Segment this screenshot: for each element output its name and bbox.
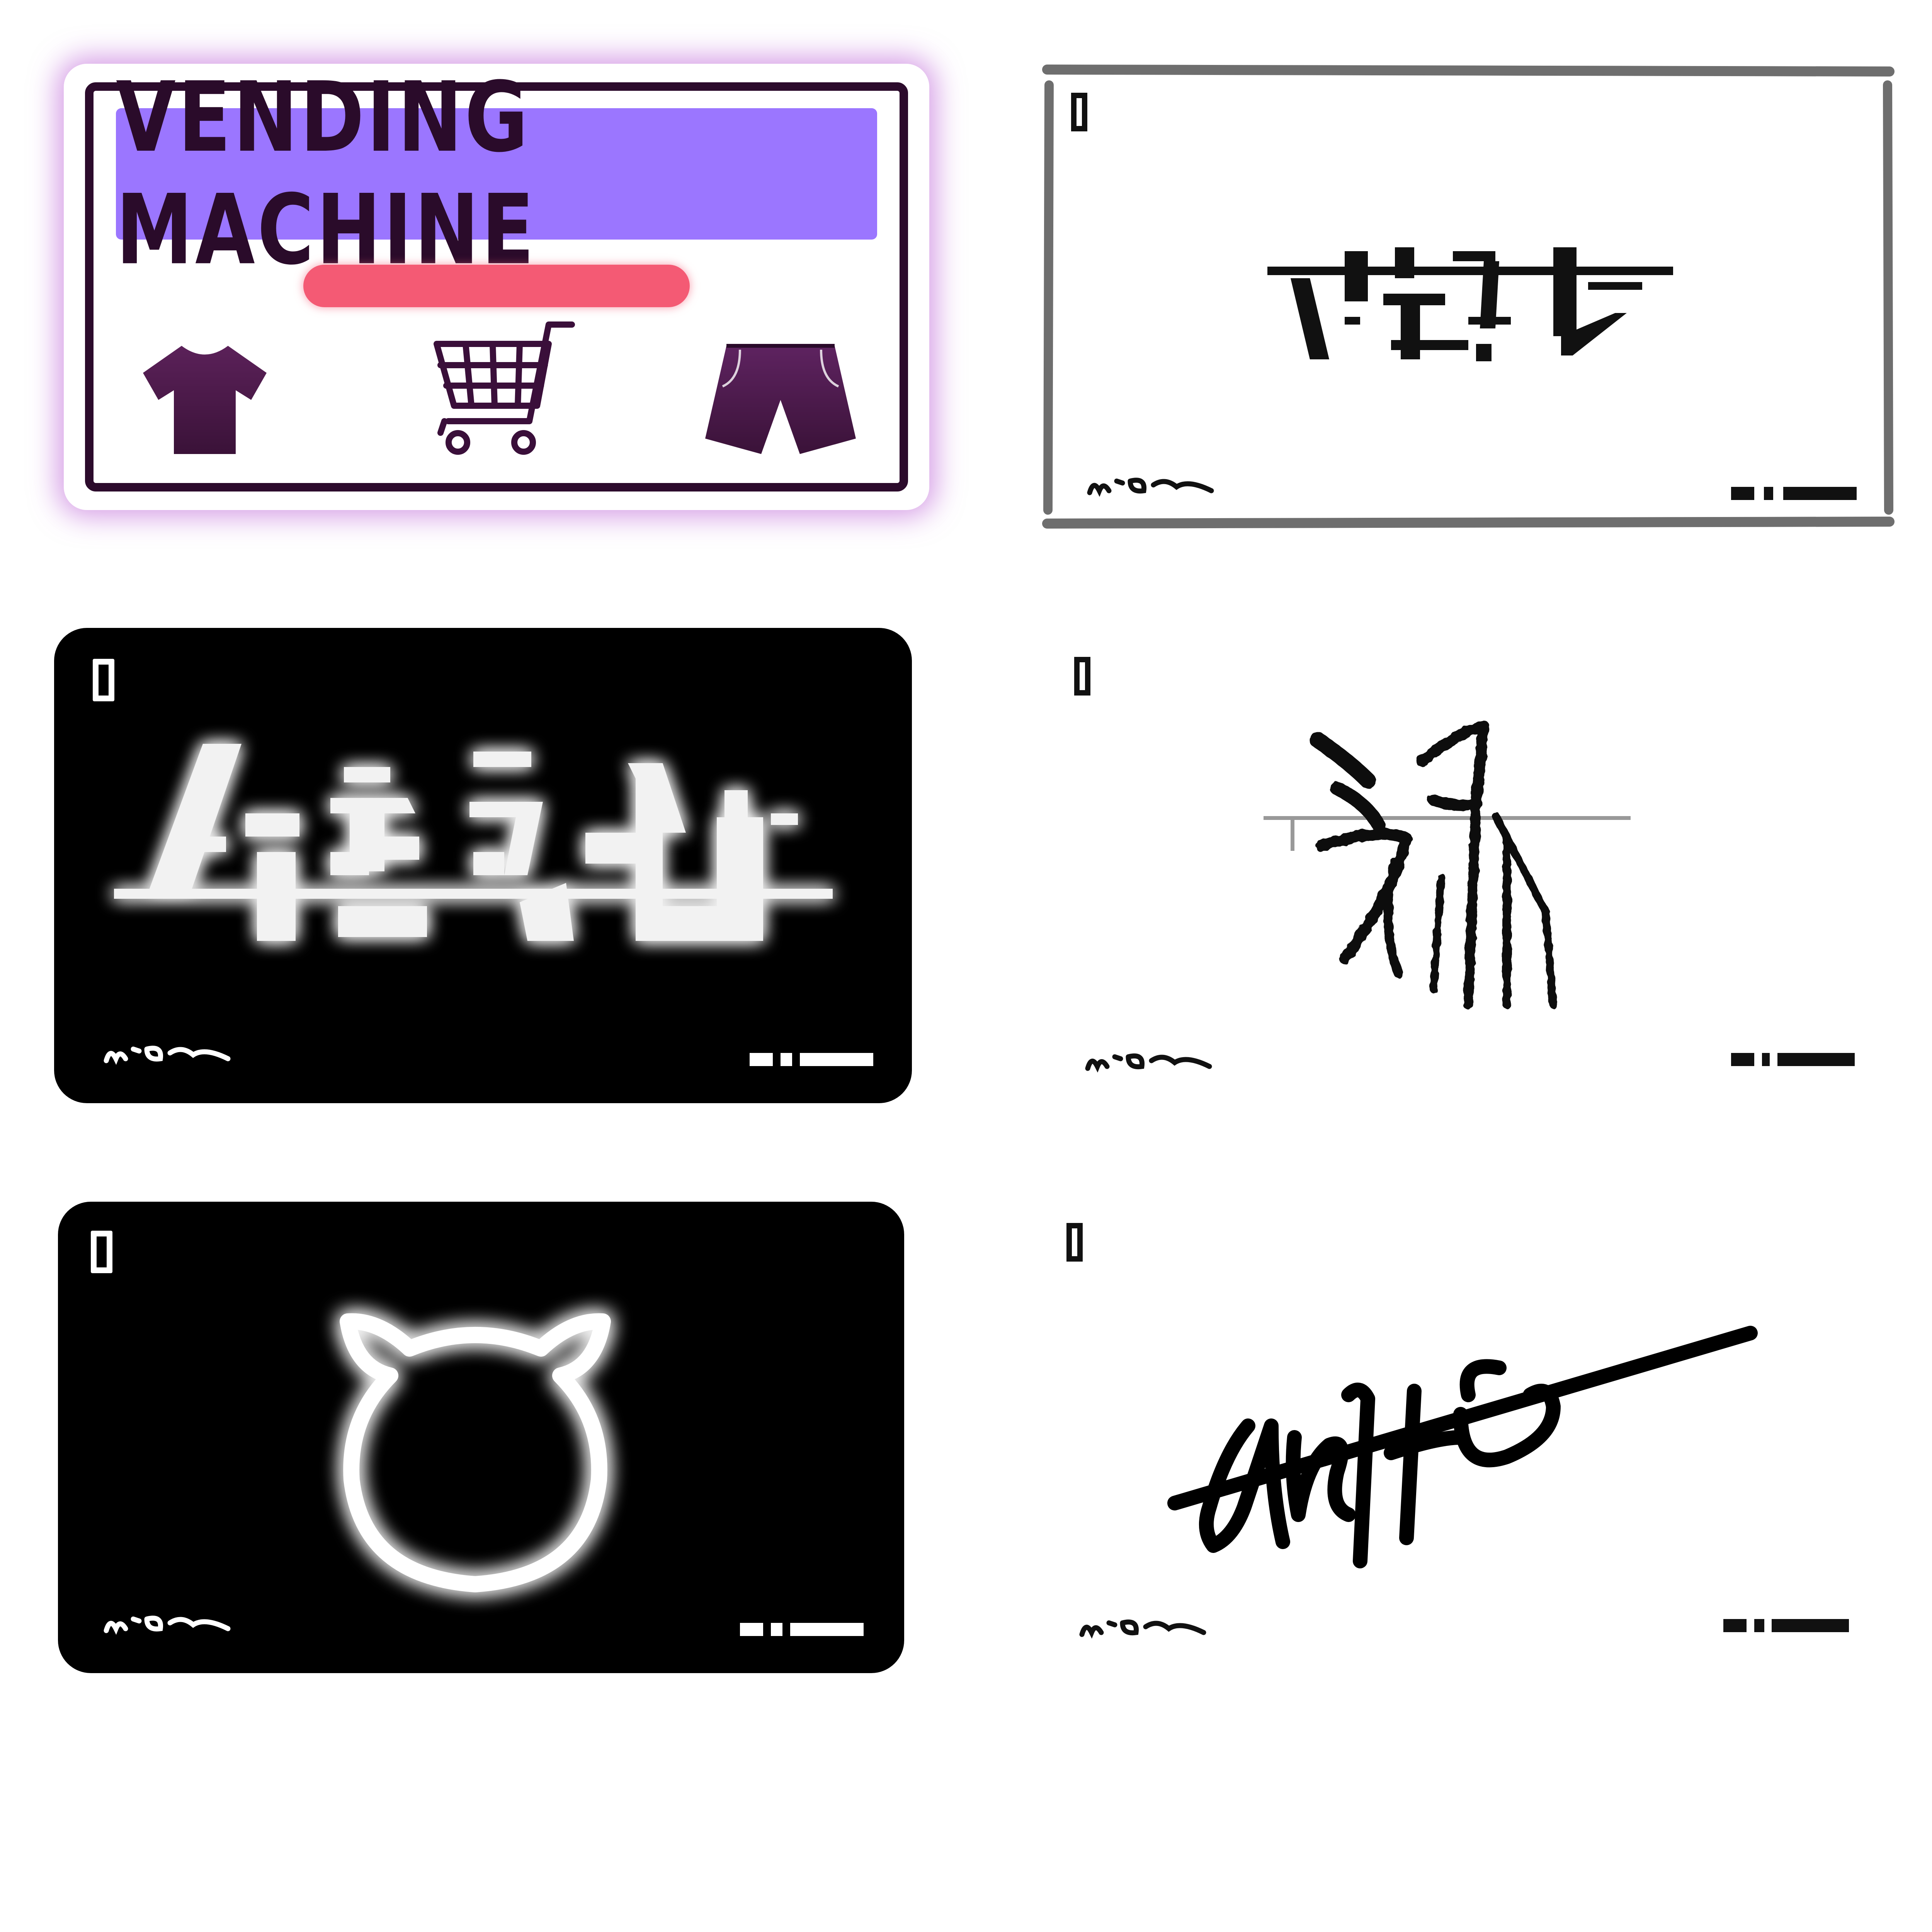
- brush-glyph-mark: [1264, 721, 1631, 1010]
- dot-mark: [1754, 1619, 1764, 1632]
- tshirt-icon[interactable]: [139, 342, 270, 458]
- long-dash-mark: [1783, 487, 1857, 500]
- signature-card[interactable]: [1039, 1198, 1897, 1677]
- shorts-icon[interactable]: [703, 342, 858, 458]
- cat-head-icon: [340, 1313, 611, 1592]
- neon-glyph-card[interactable]: [54, 628, 912, 1103]
- long-dash-mark: [790, 1623, 864, 1636]
- corner-bracket-icon: [1066, 1223, 1083, 1262]
- scribble-mark: [1087, 478, 1214, 497]
- dash-mark: [740, 1623, 763, 1636]
- shopping-cart-icon[interactable]: [433, 321, 576, 458]
- dot-mark: [781, 1053, 792, 1066]
- gray-frame-card[interactable]: [1039, 62, 1897, 529]
- glitch-glyph-mark: [1267, 247, 1673, 361]
- scribble-mark: [1079, 1619, 1206, 1639]
- long-dash-mark: [1777, 1053, 1855, 1066]
- scribble-mark: [1085, 1053, 1212, 1073]
- corner-bracket-icon: [1074, 657, 1090, 696]
- scribble-mark: [104, 1046, 231, 1065]
- dot-mark: [1764, 487, 1773, 500]
- dash-mark: [1731, 1053, 1754, 1066]
- card-frame-border: [1042, 65, 1895, 529]
- handwritten-signature-mark: [1167, 1326, 1758, 1568]
- vending-machine-title: VENDING MACHINE: [116, 61, 537, 287]
- corner-bracket-icon: [93, 659, 114, 701]
- neon-cat-card[interactable]: [58, 1202, 904, 1673]
- dash-mark: [750, 1053, 773, 1066]
- card-inner-border: [85, 82, 908, 492]
- dot-mark: [1762, 1053, 1770, 1066]
- corner-bracket-icon: [1071, 93, 1087, 131]
- dot-mark: [771, 1623, 782, 1636]
- vending-machine-card[interactable]: VENDING MACHINE: [64, 61, 929, 510]
- dash-mark: [1723, 1619, 1747, 1632]
- pink-progress-pill: [303, 265, 690, 307]
- dash-mark: [1731, 487, 1754, 500]
- title-banner: VENDING MACHINE: [116, 61, 877, 286]
- scribble-mark: [104, 1616, 231, 1635]
- long-dash-mark: [800, 1053, 873, 1066]
- long-dash-mark: [1772, 1619, 1849, 1632]
- neon-glitch-glyph-mark: [114, 744, 833, 941]
- brush-glyph-card[interactable]: [1043, 634, 1901, 1109]
- corner-bracket-icon: [91, 1231, 112, 1273]
